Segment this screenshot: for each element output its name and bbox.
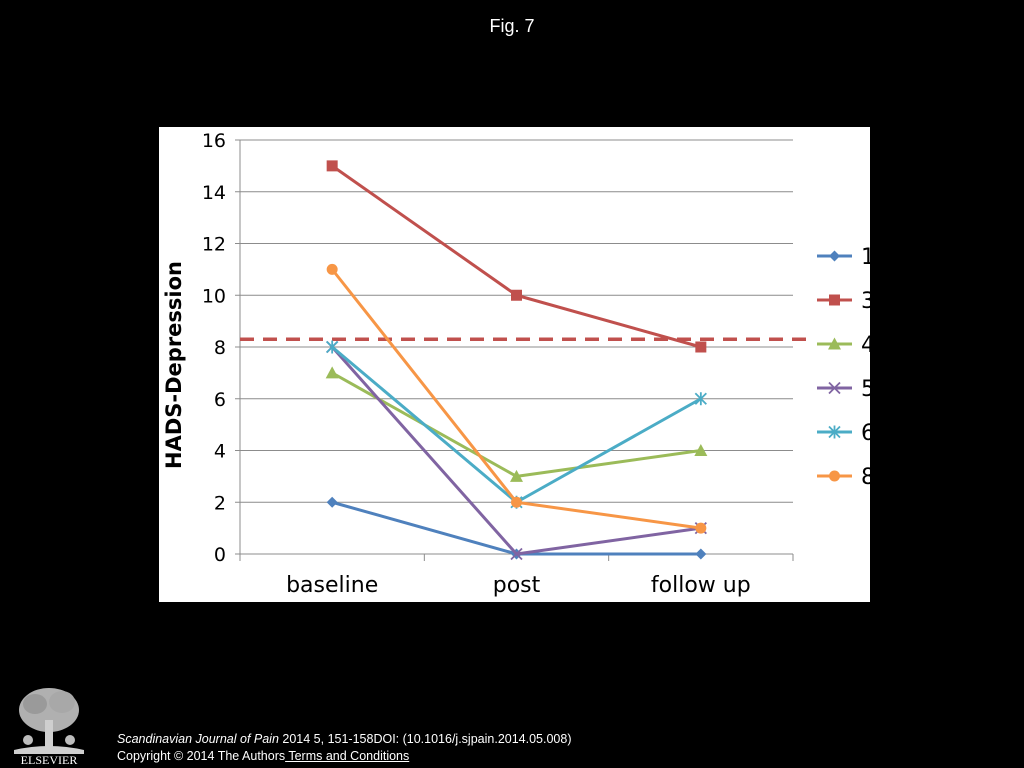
data-point-3 [695, 341, 707, 353]
copyright-text: Copyright © 2014 The Authors [117, 749, 286, 763]
y-tick-label: 10 [202, 285, 226, 307]
journal-name: Scandinavian Journal of Pain [117, 732, 279, 746]
data-point-4 [325, 366, 339, 379]
data-point-1 [326, 496, 338, 508]
citation-text: 2014 5, 151-158DOI: (10.1016/j.sjpain.20… [278, 732, 572, 746]
data-point-1 [695, 548, 707, 560]
y-tick-label: 16 [202, 130, 226, 152]
y-tick-label: 12 [202, 234, 226, 256]
footer-citation: Scandinavian Journal of Pain 2014 5, 151… [117, 731, 572, 765]
y-tick-label: 2 [214, 492, 226, 514]
legend-label-5: 5 [861, 377, 870, 402]
data-point-4 [694, 444, 708, 456]
data-point-3 [511, 289, 522, 301]
legend-label-8: 8 [861, 465, 870, 490]
data-point-8 [695, 522, 707, 534]
legend-marker-6 [828, 425, 841, 439]
legend-marker-3 [829, 294, 840, 306]
y-tick-label: 6 [214, 389, 226, 411]
x-tick-label: post [493, 573, 541, 598]
data-point-3 [326, 160, 338, 172]
legend-label-1: 1 [861, 245, 870, 270]
publisher-name: ELSEVIER [21, 753, 78, 766]
data-point-4 [510, 469, 523, 482]
legend-label-3: 3 [861, 289, 870, 314]
chart-panel: 0 2 4 6 8 10 12 14 16 baseline post follow up 1 3 4 5 6… [159, 127, 870, 602]
data-point-6 [694, 392, 707, 406]
data-point-6 [326, 340, 339, 354]
data-point-8 [511, 496, 522, 508]
y-axis-label: HADS-Depression [162, 261, 186, 469]
data-point-8 [326, 263, 338, 275]
legend-marker-5 [828, 381, 841, 395]
series-line-1 [331, 500, 701, 556]
x-tick-label: follow up [651, 573, 751, 598]
y-tick-label: 14 [202, 182, 226, 204]
y-tick-label: 8 [214, 337, 226, 359]
legend-marker-1 [829, 250, 840, 262]
series-line-4 [331, 371, 702, 478]
y-tick-label: 4 [214, 441, 226, 463]
y-tick-label: 0 [214, 544, 226, 566]
legend-marker-8 [829, 470, 840, 482]
terms-link[interactable]: Terms and Conditions [285, 749, 410, 763]
data-point-5 [510, 547, 523, 561]
legend-label-6: 6 [861, 421, 870, 446]
legend-label-4: 4 [861, 333, 870, 358]
elsevier-logo: ELSEVIER [10, 680, 88, 766]
legend-marker-4 [828, 337, 841, 350]
line-chart: 0 2 4 6 8 10 12 14 16 baseline post follow up 1 3 4 5 6… [162, 130, 870, 598]
series-line-3 [331, 164, 702, 349]
x-tick-label: baseline [286, 573, 378, 598]
figure-title: Fig. 7 [489, 16, 535, 36]
